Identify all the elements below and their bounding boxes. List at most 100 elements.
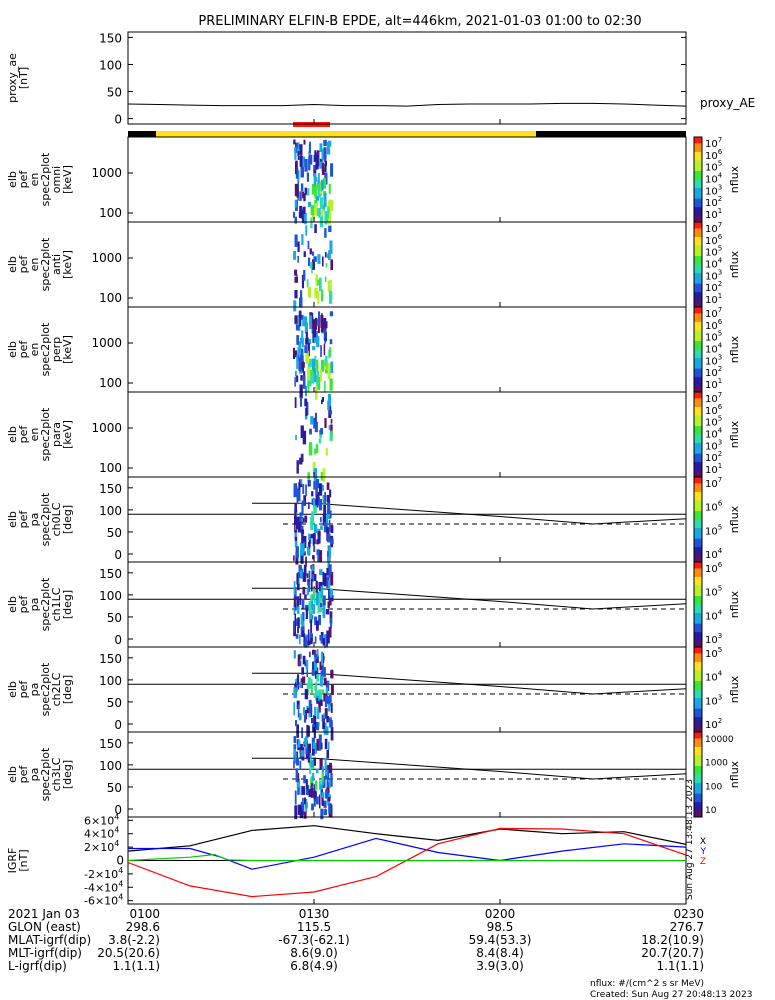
panel-ylabel-line: elb: [6, 596, 19, 613]
colorbar-swatch: [694, 472, 702, 476]
spectrogram-cell: [302, 612, 305, 622]
spectrogram-cell: [302, 156, 306, 167]
spectrogram-cell: [297, 143, 300, 156]
spectrogram-cell: [318, 689, 322, 700]
spectrogram-cell: [327, 580, 331, 589]
colorbar-swatch: [694, 290, 702, 293]
colorbar-tick-label: 103: [705, 693, 722, 707]
panel-ylabel-line: pef: [17, 425, 30, 444]
spectrogram-cell: [327, 556, 330, 569]
spectrogram-cell: [300, 479, 303, 485]
spectrogram-cell: [323, 139, 327, 146]
panel-frame-elb_pef_pa_spec2plot_ch3LC: [127, 731, 687, 818]
panel-frame-elb_pef_en_spec2plot_para: [127, 391, 687, 478]
spectrogram-cell: [329, 240, 333, 254]
spectrogram-cell: [320, 808, 324, 820]
colorbar-swatch: [694, 666, 702, 669]
panel-ylabel-line: pef: [17, 595, 30, 614]
spectrogram-cell: [312, 748, 315, 756]
colorbar-swatch: [694, 370, 702, 374]
series-label-proxy-ae: proxy_AE: [700, 96, 755, 110]
colorbar-swatch: [694, 338, 702, 342]
spectrogram-cell: [328, 371, 330, 379]
spectrogram-cell: [313, 573, 317, 581]
panel-ylabel-line: elb: [6, 426, 19, 443]
colorbar-swatch: [694, 326, 702, 329]
colorbar-tick-label: 102: [705, 450, 722, 464]
spectrogram-cell: [320, 671, 324, 680]
spectrogram-cell: [301, 727, 303, 738]
spectrogram-cell: [301, 330, 304, 339]
colorbar-swatch: [694, 455, 702, 459]
spectrogram-cell: [328, 564, 332, 575]
spectrogram-cell: [316, 697, 319, 704]
spectrogram-cell: [293, 687, 297, 699]
x-row-label-date: 2021 Jan 03: [8, 907, 80, 921]
spectrogram-cell: [329, 199, 334, 211]
spectrogram-cell: [322, 718, 325, 729]
colorbar-swatch: [694, 485, 702, 489]
colorbar-swatch: [694, 313, 702, 317]
spectrogram-cell: [328, 779, 331, 789]
colorbar-tick-label: 106: [705, 500, 723, 514]
spectrogram-cell: [329, 510, 332, 519]
colorbar-swatch: [694, 385, 702, 389]
y-tick-label: 1000: [91, 336, 122, 350]
panel-ylabel-line: spec2plot: [39, 492, 52, 546]
spectrogram-cell: [317, 184, 321, 198]
colorbar-swatch: [694, 613, 702, 616]
spectrogram-cell: [324, 738, 328, 750]
colorbar-swatch: [694, 791, 702, 795]
y-tick-label: 4×104: [84, 826, 119, 841]
spectrogram-cell: [300, 626, 303, 637]
spectrogram-cell: [308, 535, 311, 548]
colorbar-swatch: [694, 732, 702, 735]
x-tick-label: 0230: [673, 907, 704, 921]
colorbar-swatch: [694, 789, 702, 793]
panel-ylabel-line: pa: [28, 768, 41, 782]
spectrogram-cell: [309, 141, 311, 154]
panel-ylabel-line: [keV]: [61, 165, 74, 194]
spectrogram-cell: [297, 516, 301, 525]
legend-Y: Y: [700, 847, 707, 857]
spectrogram-cell: [303, 375, 306, 389]
spectrogram-cell: [330, 379, 333, 390]
spectrogram-cell: [325, 448, 328, 456]
spectrogram-cell: [308, 607, 312, 614]
colorbar-swatch: [694, 219, 702, 223]
spectrogram-cell: [328, 225, 332, 232]
y-tick-label: 0: [114, 718, 122, 732]
spectrogram-cell: [300, 802, 304, 812]
spectrogram-cell: [323, 722, 327, 735]
spectrogram-cell: [301, 337, 304, 348]
spectrogram-cell: [298, 357, 302, 372]
spectrogram-cell: [303, 564, 307, 577]
spectrogram-cell: [322, 595, 326, 606]
colorbar-swatch: [694, 343, 702, 346]
y-tick-label: 6×104: [84, 812, 119, 827]
panel-ylabel-line: en: [28, 258, 41, 272]
spectrogram-cell: [315, 479, 320, 489]
y-tick-label: 50: [107, 781, 122, 795]
spectrogram-cell: [330, 772, 333, 787]
colorbar-swatch: [694, 511, 702, 514]
colorbar-swatch: [694, 602, 702, 606]
spectrogram-cell: [314, 742, 318, 754]
spectrogram-cell: [320, 428, 323, 435]
colorbar-swatch: [694, 508, 702, 512]
colorbar-swatch: [694, 355, 702, 359]
spectrogram-cell: [314, 667, 319, 679]
spectrogram-cell: [302, 572, 307, 582]
spectrogram-cell: [309, 638, 313, 645]
spectrogram-cell: [318, 588, 322, 601]
spectrogram-cell: [326, 696, 330, 705]
colorbar-swatch: [694, 806, 702, 810]
spectrogram-cell: [300, 542, 304, 556]
spectrogram-cell: [300, 348, 304, 362]
spectrogram-cell: [313, 368, 317, 383]
colorbar-swatch: [694, 761, 702, 765]
spectrogram-cell: [312, 533, 316, 545]
colorbar-swatch: [694, 746, 702, 750]
spectrogram-cell: [314, 317, 317, 330]
spectrogram-cell: [316, 549, 320, 556]
